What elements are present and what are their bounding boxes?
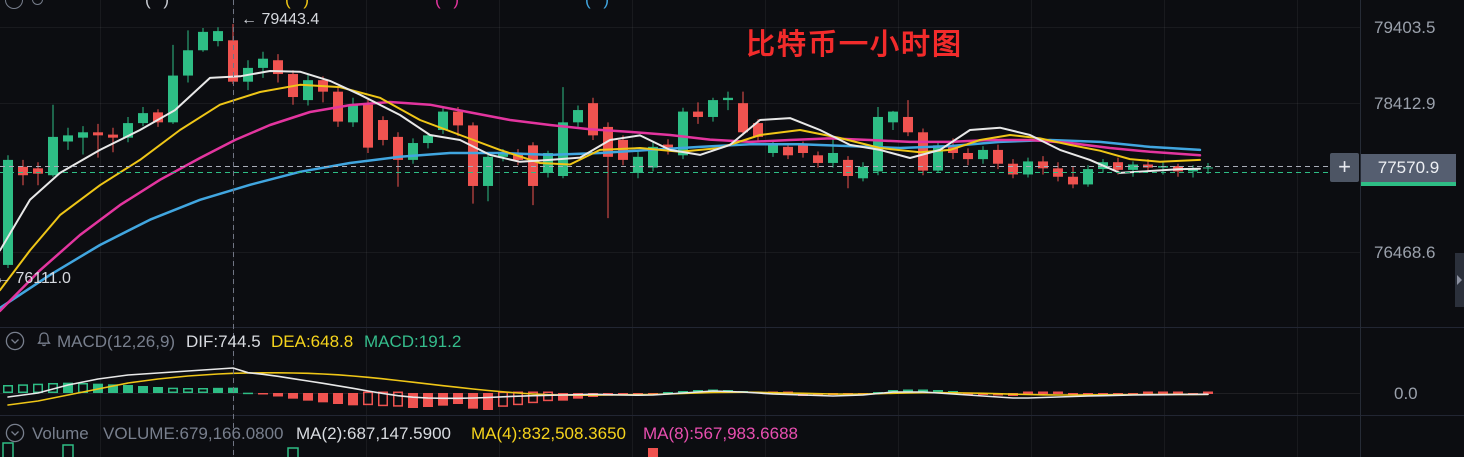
panel-expand-arrow[interactable] (1455, 253, 1464, 307)
volume-indicator-name[interactable]: Volume (32, 424, 89, 443)
ma-legend-stub-cyan: ( ) (585, 0, 613, 10)
chart-title-annotation: 比特币一小时图 (746, 29, 964, 61)
last-price-badge-underline (1361, 182, 1456, 186)
macd-dea-value: DEA:648.8 (271, 332, 354, 351)
axis-price-label: 79403.5 (1374, 18, 1436, 37)
volume-ma4-value: MA(4):832,508.3650 (471, 424, 626, 443)
high-price-marker: ← 79443.4 (241, 11, 320, 28)
ma-legend-stub-white: ( ) (145, 0, 173, 10)
last-price-badge: 77570.9 (1361, 154, 1456, 182)
alert-bell-icon[interactable] (32, 0, 43, 5)
price-axis-border (1360, 0, 1361, 457)
macd-alert-bell-icon[interactable] (35, 331, 53, 349)
ma-legend-stub-yellow: ( ) (285, 0, 313, 10)
macd-zero-axis-label: 0.0 (1394, 384, 1418, 403)
macd-dif-value: DIF:744.5 (186, 332, 261, 351)
collapse-pane-icon[interactable] (5, 0, 23, 9)
macd-hist-value: MACD:191.2 (364, 332, 462, 351)
volume-ma2-value: MA(2):687,147.5900 (296, 424, 451, 443)
low-price-marker: ← 76111.0 (0, 270, 71, 287)
axis-price-label: 78412.9 (1374, 94, 1436, 113)
volume-collapse-icon[interactable] (5, 423, 25, 443)
add-alert-plus-button[interactable]: + (1330, 153, 1359, 182)
volume-ma8-value: MA(8):567,983.6688 (643, 424, 798, 443)
volume-value: VOLUME:679,166.0800 (103, 424, 284, 443)
macd-indicator-name[interactable]: MACD(12,26,9) (57, 332, 176, 351)
axis-price-label: 76468.6 (1374, 243, 1436, 262)
macd-collapse-icon[interactable] (5, 331, 25, 351)
ma-legend-stub-magenta: ( ) (435, 0, 463, 10)
